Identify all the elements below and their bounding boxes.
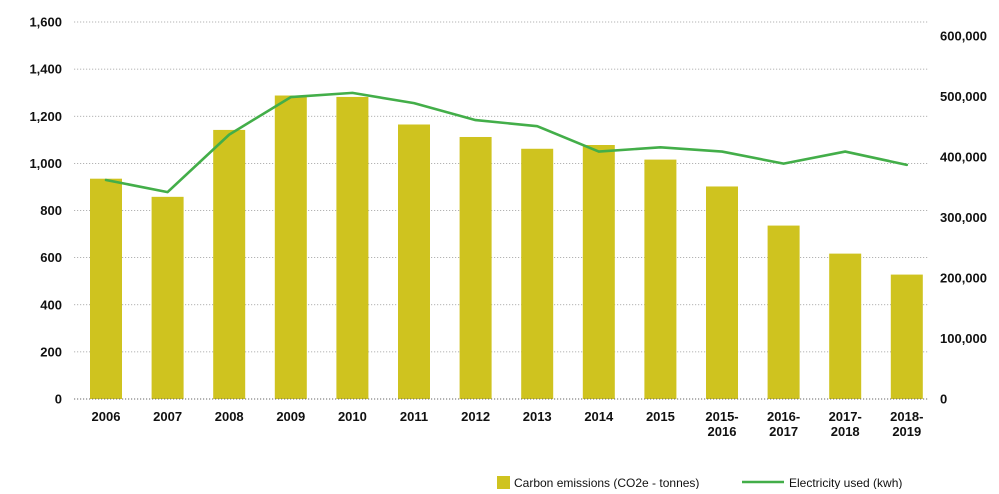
- bar-2017-2018: [829, 253, 862, 399]
- x-tick-label: 2017-: [829, 409, 862, 424]
- left-tick-label: 800: [40, 203, 62, 218]
- bar-2018-2019: [890, 274, 923, 399]
- bar-2015: [644, 159, 677, 399]
- x-tick-label: 2007: [153, 409, 182, 424]
- right-tick-label: 100,000: [940, 331, 987, 346]
- bar-2015-2016: [706, 186, 738, 399]
- x-tick-label: 2017: [769, 424, 798, 439]
- left-axis-ticks: 0 200 400 600 800 1,000 1,200 1,400 1,600: [29, 15, 62, 407]
- x-tick-label: 2018: [831, 424, 860, 439]
- left-tick-label: 200: [40, 344, 62, 359]
- left-tick-label: 400: [40, 297, 62, 312]
- x-tick-label: 2018-: [890, 409, 923, 424]
- right-tick-label: 0: [940, 392, 947, 407]
- left-tick-label: 600: [40, 250, 62, 265]
- legend-bar-swatch: [497, 476, 510, 489]
- bar-2009: [274, 95, 307, 399]
- bar-2013: [521, 148, 554, 399]
- x-tick-label: 2008: [215, 409, 244, 424]
- x-tick-label: 2014: [584, 409, 614, 424]
- left-tick-label: 1,600: [29, 15, 62, 30]
- legend: Carbon emissions (CO2e - tonnes) Electric…: [497, 476, 902, 490]
- x-tick-label: 2009: [276, 409, 305, 424]
- bar-2016-2017: [767, 225, 800, 399]
- right-tick-label: 400,000: [940, 150, 987, 165]
- bar-2006: [90, 178, 122, 399]
- left-tick-label: 1,000: [29, 156, 62, 171]
- x-tick-label: 2012: [461, 409, 490, 424]
- x-axis-ticks: 2006 2007 2008 2009 2010 2011 2012 2013 2014 2015…: [92, 409, 924, 439]
- legend-bar-label: Carbon emissions (CO2e - tonnes): [514, 476, 699, 489]
- bar-series: [90, 95, 923, 400]
- line-series: [104, 91, 909, 194]
- bar-2007: [151, 196, 184, 399]
- right-axis-ticks: 0 100,000 200,000 300,000 400,000 500,000 600,…: [940, 29, 987, 407]
- bar-2014: [582, 144, 615, 399]
- left-tick-label: 1,200: [29, 109, 62, 124]
- x-tick-label: 2011: [400, 409, 428, 424]
- gridlines: [74, 21, 928, 353]
- x-tick-label: 2016: [708, 424, 737, 439]
- right-tick-label: 300,000: [940, 210, 987, 225]
- left-tick-label: 1,400: [29, 62, 62, 77]
- left-tick-label: 0: [55, 392, 62, 407]
- right-tick-label: 200,000: [940, 271, 987, 286]
- electricity-line: [104, 91, 909, 194]
- x-tick-label: 2015: [646, 409, 675, 424]
- x-tick-label: 2006: [92, 409, 121, 424]
- x-tick-label: 2015-: [705, 409, 738, 424]
- x-tick-label: 2016-: [767, 409, 800, 424]
- bar-2012: [459, 136, 492, 400]
- legend-line-label: Electricity used (kwh): [789, 476, 902, 489]
- x-tick-label: 2010: [338, 409, 367, 424]
- right-tick-label: 500,000: [940, 89, 987, 104]
- bar-2008: [213, 129, 246, 399]
- x-tick-label: 2019: [892, 424, 921, 439]
- x-tick-label: 2013: [523, 409, 552, 424]
- bar-2011: [398, 124, 430, 399]
- bar-2010: [336, 96, 369, 400]
- right-tick-label: 600,000: [940, 29, 987, 44]
